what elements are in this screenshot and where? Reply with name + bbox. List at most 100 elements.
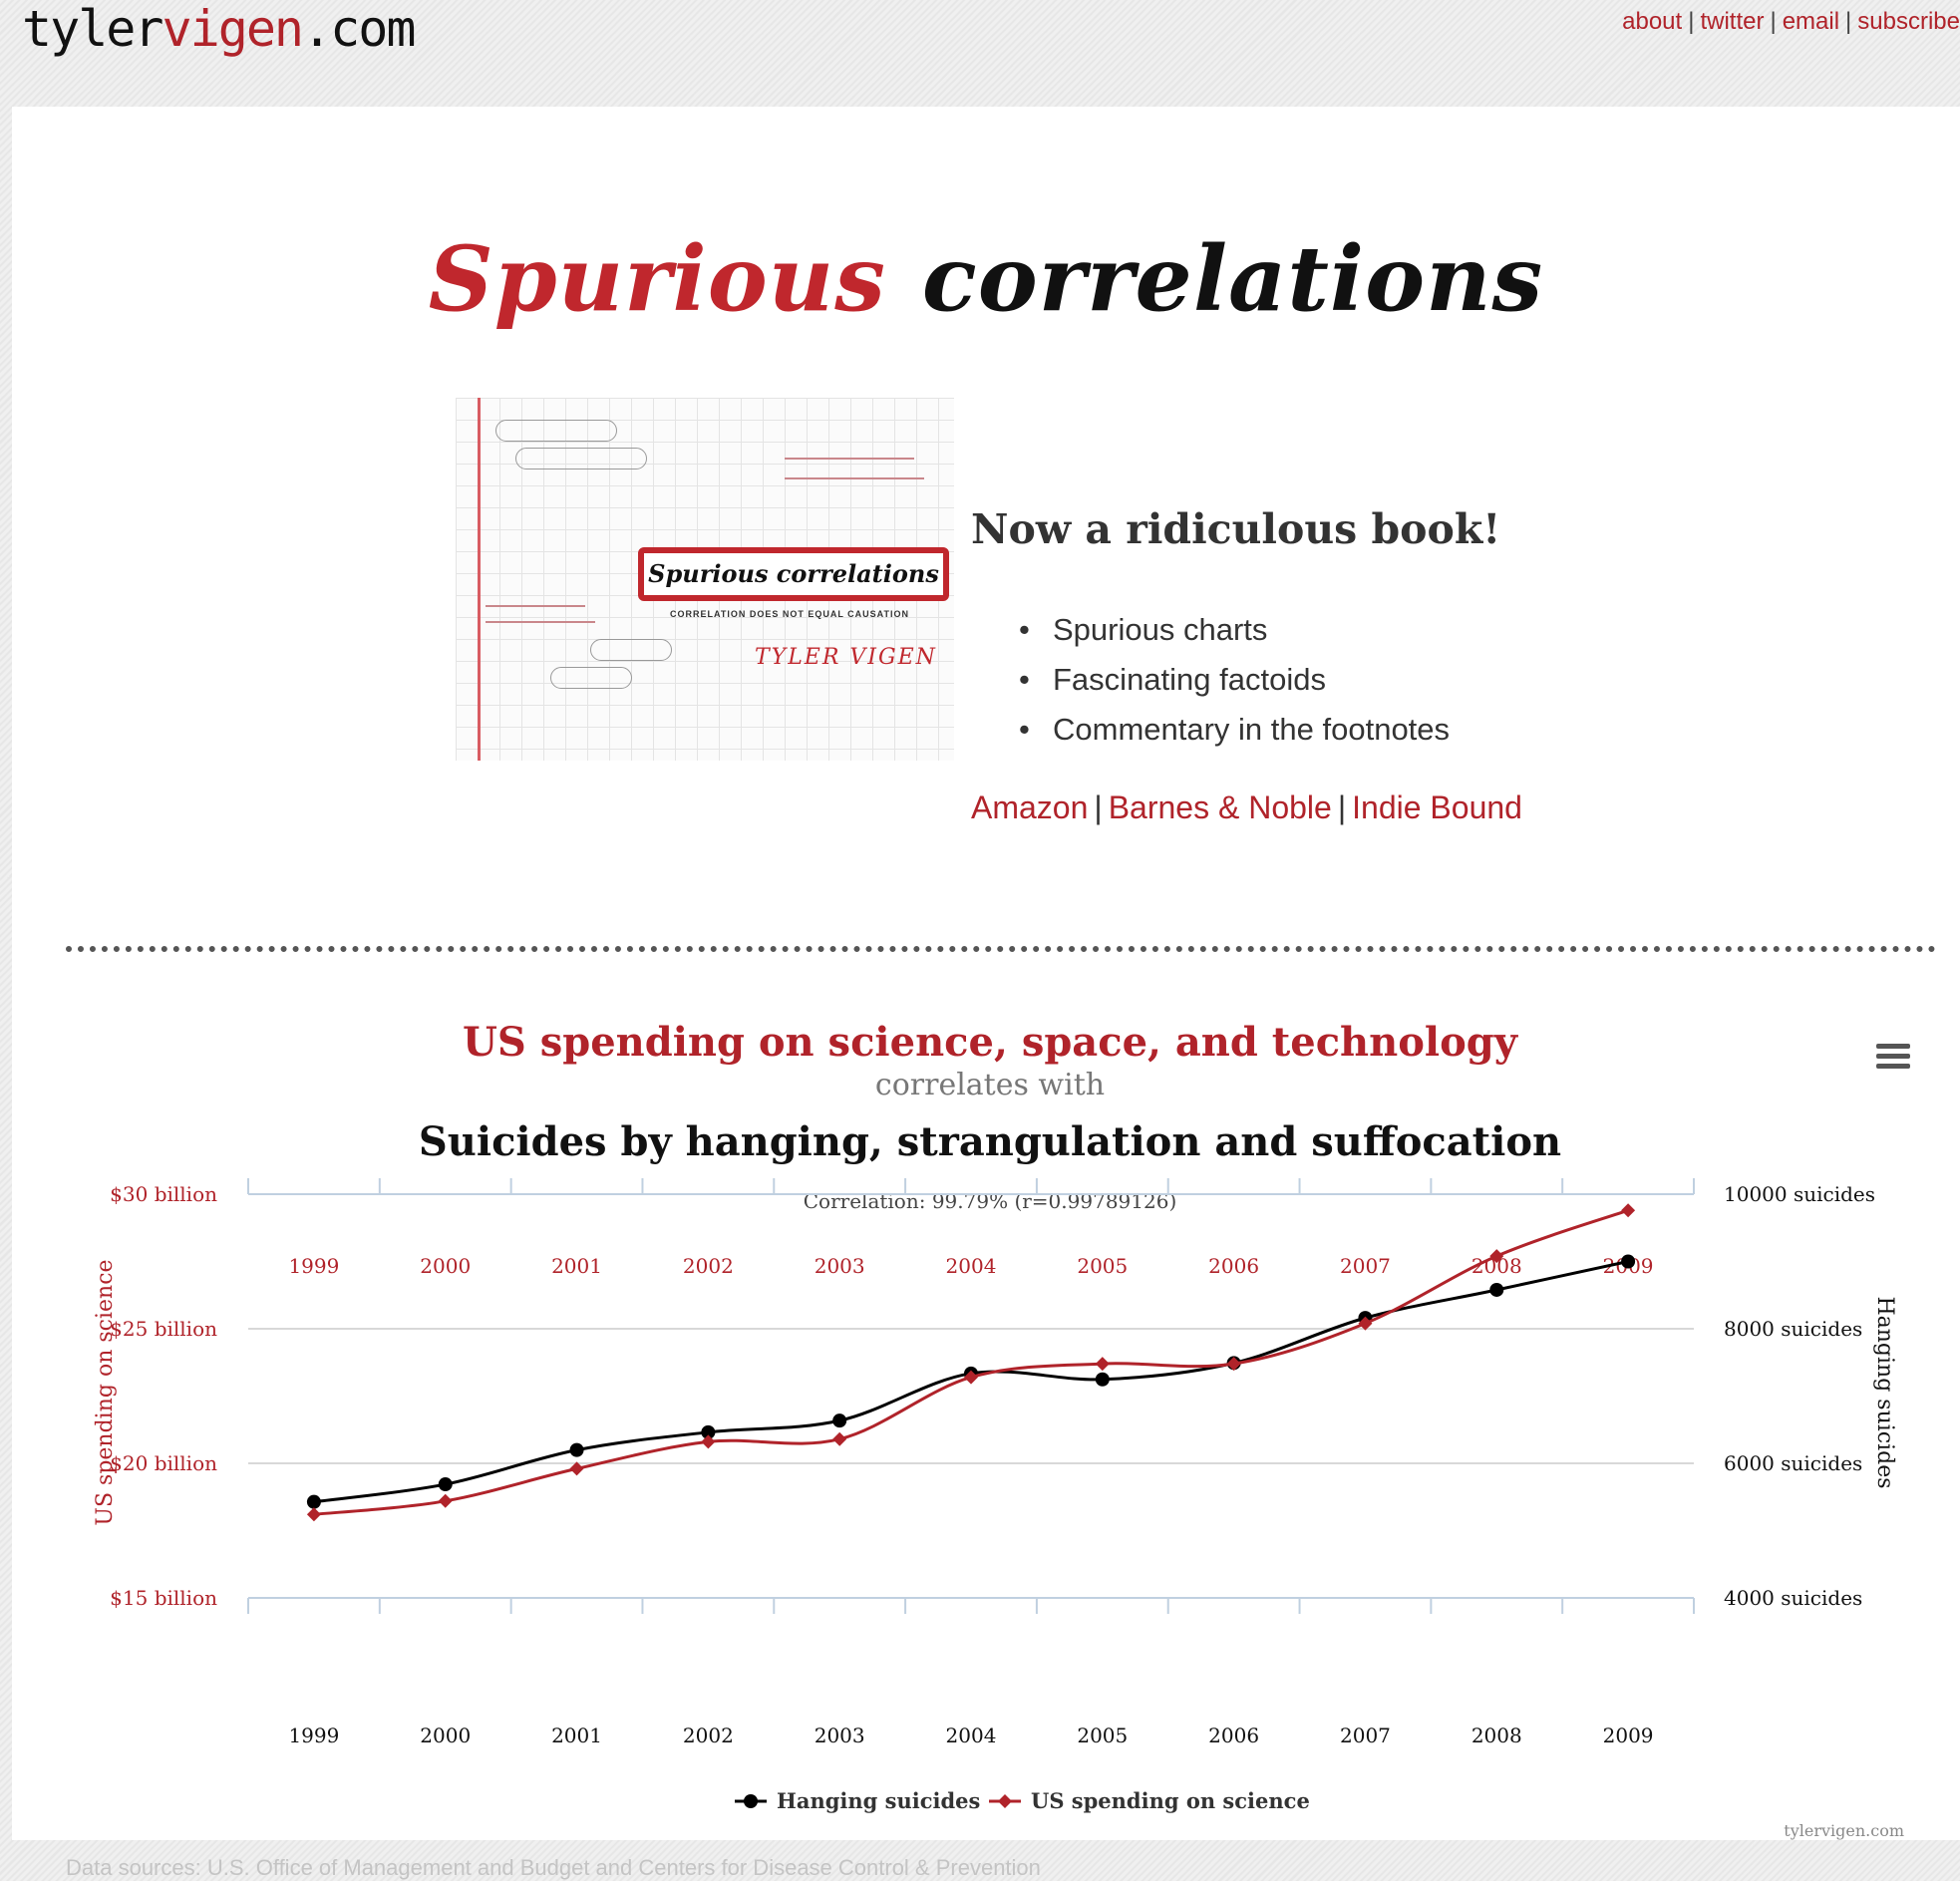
barnes-noble-link[interactable]: Barnes & Noble [1108,789,1332,825]
nav-email-link[interactable]: email [1782,8,1840,35]
data-point-hanging-suicides [438,1477,453,1492]
book-cover-image[interactable]: Spurious correlations CORRELATION DOES N… [456,398,954,761]
data-point-us-spending-on-science [832,1431,847,1446]
top-x-tick-label: 2005 [1077,1254,1128,1278]
cover-doodle-bubble [550,667,632,689]
data-sources: Data sources: U.S. Office of Management … [66,1855,1041,1880]
data-point-us-spending-on-science [964,1370,978,1385]
data-point-us-spending-on-science [438,1493,453,1508]
x-tick-label: 2007 [1340,1724,1391,1747]
chart-title: US spending on science, space, and techn… [463,1019,1519,1066]
cover-author: TYLER VIGEN [755,645,937,670]
cover-subtitle: CORRELATION DOES NOT EQUAL CAUSATION [669,609,909,619]
top-nav: about | twitter | email | subscribe [1622,8,1960,36]
left-y-tick-label: $20 billion [110,1451,217,1475]
section-divider [66,946,1936,952]
x-tick-label: 2006 [1208,1724,1259,1747]
nav-separator: | [1688,8,1695,35]
chart-menu-icon[interactable] [1876,1044,1910,1074]
data-point-hanging-suicides [832,1413,847,1428]
right-y-tick-label: 6000 suicides [1724,1451,1862,1475]
site-logo[interactable]: tylervigen.com [22,0,416,58]
logo-accent: vigen [162,0,305,58]
page-title-word1: Spurious [428,226,886,332]
cover-margin-line [478,398,481,761]
nav-about-link[interactable]: about [1622,8,1683,35]
right-axis-title: Hanging suicides [1872,1296,1897,1488]
left-y-tick-label: $30 billion [110,1182,217,1206]
data-point-hanging-suicides [1095,1372,1110,1387]
x-tick-label: 2005 [1077,1724,1128,1747]
chart-title-secondary: Suicides by hanging, strangulation and s… [419,1118,1561,1165]
correlation-text: Correlation: 99.79% (r=0.99789126) [804,1189,1177,1213]
page-title: Spurious correlations [12,226,1960,332]
chart-credit: tylervigen.com [1784,1821,1904,1840]
nav-separator: | [1845,8,1852,35]
cover-doodle-bubble [495,420,617,442]
amazon-link[interactable]: Amazon [971,789,1089,825]
x-tick-label: 2003 [815,1724,865,1747]
chart-subtitle: correlates with [875,1068,1105,1102]
data-point-us-spending-on-science [701,1434,716,1449]
data-point-us-spending-on-science [306,1507,321,1522]
x-tick-label: 2000 [420,1724,471,1747]
nav-separator: | [1770,8,1777,35]
data-point-hanging-suicides [701,1424,716,1439]
top-x-tick-label: 2007 [1340,1254,1391,1278]
cover-doodle-bubble [515,448,647,470]
cover-doodle-line [785,477,924,479]
book-feature-item: Spurious charts [1019,605,1450,655]
top-x-tick-label: 2002 [683,1254,734,1278]
cover-doodle-line [486,605,585,607]
top-x-tick-label: 2004 [946,1254,997,1278]
x-tick-label: 1999 [288,1724,339,1747]
left-axis-title: US spending on science [93,1259,118,1525]
logo-suffix: .com [302,0,416,58]
cover-doodle-bubble [590,639,672,661]
nav-twitter-link[interactable]: twitter [1700,8,1765,35]
left-y-tick-label: $25 billion [110,1317,217,1341]
cover-doodle-line [785,458,914,460]
top-x-tick-label: 2001 [551,1254,602,1278]
indie-bound-link[interactable]: Indie Bound [1352,789,1522,825]
top-x-tick-label: 2006 [1208,1254,1259,1278]
book-features-list: Spurious charts Fascinating factoids Com… [1019,605,1450,755]
content-panel: Spurious correlations Spurious correlatio… [12,107,1960,1880]
top-x-tick-label: 2000 [420,1254,471,1278]
cover-doodle-line [486,621,595,623]
x-tick-label: 2004 [946,1724,997,1747]
cover-title: Spurious correlations [638,547,949,601]
page-title-word2: correlations [921,226,1544,332]
left-y-tick-label: $15 billion [110,1586,217,1610]
buy-links: Amazon | Barnes & Noble | Indie Bound [971,789,1522,826]
data-point-us-spending-on-science [1621,1203,1636,1218]
x-tick-label: 2008 [1471,1724,1522,1747]
logo-prefix: tyler [22,0,164,58]
data-point-us-spending-on-science [1489,1249,1504,1264]
legend-label: US spending on science [1031,1788,1310,1813]
buy-separator: | [1094,789,1103,825]
data-point-hanging-suicides [1621,1254,1636,1269]
x-tick-label: 2002 [683,1724,734,1747]
data-point-us-spending-on-science [1226,1357,1241,1372]
data-point-us-spending-on-science [1358,1316,1373,1331]
right-y-tick-label: 4000 suicides [1724,1586,1862,1610]
chart: US spending on science, space, and techn… [93,1019,1904,1840]
nav-subscribe-link[interactable]: subscribe [1857,8,1960,35]
data-point-us-spending-on-science [1095,1357,1110,1372]
data-point-hanging-suicides [306,1494,321,1509]
data-point-hanging-suicides [1489,1282,1504,1297]
buy-separator: | [1337,789,1347,825]
top-x-tick-label: 2003 [815,1254,865,1278]
x-tick-label: 2009 [1603,1724,1654,1747]
book-feature-item: Commentary in the footnotes [1019,705,1450,755]
top-x-tick-label: 1999 [288,1254,339,1278]
data-point-us-spending-on-science [569,1461,584,1476]
book-feature-item: Fascinating factoids [1019,655,1450,705]
legend-symbol-marker [998,1794,1012,1808]
data-point-hanging-suicides [569,1442,584,1457]
right-y-tick-label: 10000 suicides [1724,1182,1875,1206]
x-tick-label: 2001 [551,1724,602,1747]
legend-label: Hanging suicides [777,1788,980,1813]
legend-symbol-marker [744,1794,758,1808]
